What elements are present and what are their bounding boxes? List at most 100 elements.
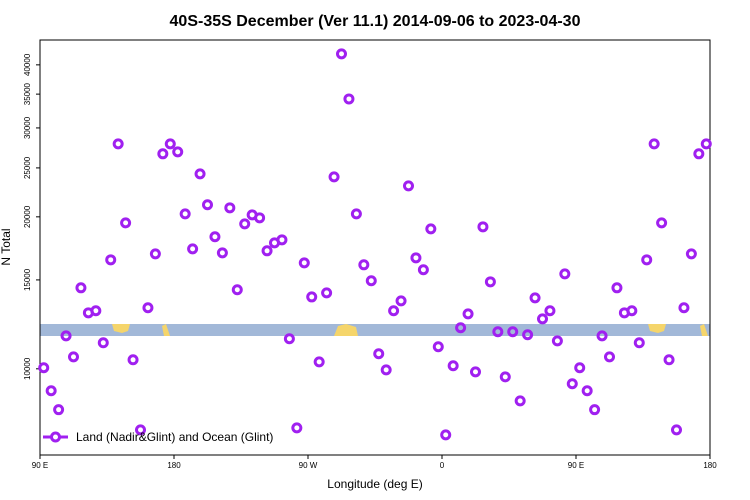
y-tick-label: 25000 — [23, 156, 32, 179]
land-ocean-strip — [40, 324, 710, 336]
data-point — [231, 284, 243, 296]
y-tick-label: 35000 — [23, 82, 32, 105]
land-shape — [648, 324, 666, 333]
data-point — [626, 305, 638, 317]
data-point — [75, 282, 87, 294]
data-point — [544, 305, 556, 317]
data-point — [53, 404, 65, 416]
chart-title: 40S-35S December (Ver 11.1) 2014-09-06 t… — [170, 13, 581, 30]
data-point — [596, 330, 608, 342]
data-point — [321, 287, 333, 299]
y-tick-label: 40000 — [23, 53, 32, 76]
data-point — [678, 302, 690, 314]
data-point — [283, 333, 295, 345]
x-axis-label: Longitude (deg E) — [327, 477, 422, 491]
land-shape — [334, 324, 358, 336]
data-point — [403, 180, 414, 192]
data-point — [239, 218, 251, 230]
data-point — [484, 276, 496, 288]
land-shape — [162, 324, 170, 336]
x-tick-label: 180 — [167, 461, 181, 470]
data-point — [589, 404, 601, 416]
data-point — [417, 264, 429, 276]
legend-marker — [50, 431, 61, 443]
y-tick-label: 20000 — [23, 205, 32, 228]
data-point — [432, 341, 444, 353]
data-point — [276, 234, 288, 246]
y-tick-label: 10000 — [23, 357, 32, 380]
data-point — [388, 305, 400, 317]
data-point — [551, 335, 563, 347]
data-point — [202, 199, 213, 211]
data-point — [559, 268, 571, 280]
data-point — [187, 243, 199, 255]
data-point — [172, 146, 184, 158]
x-tick-label: 90 E — [568, 461, 584, 470]
data-point — [365, 275, 377, 287]
data-point — [507, 326, 519, 338]
data-point — [522, 329, 534, 341]
data-point — [693, 148, 705, 160]
data-point — [373, 348, 385, 360]
data-point — [164, 138, 176, 150]
data-point — [663, 354, 675, 366]
data-point — [216, 247, 228, 259]
data-point — [425, 223, 437, 235]
data-point — [135, 424, 146, 436]
data-point — [68, 351, 79, 363]
data-point — [462, 308, 474, 320]
data-point — [455, 322, 467, 334]
data-point — [633, 337, 645, 349]
data-point — [611, 282, 623, 294]
x-tick-label: 90 E — [32, 461, 48, 470]
x-tick-label: 180 — [703, 461, 717, 470]
data-point — [477, 221, 489, 233]
data-point — [261, 245, 273, 257]
data-point — [671, 424, 682, 436]
land-shape — [700, 324, 708, 336]
y-tick-label: 30000 — [23, 116, 32, 139]
data-point — [604, 351, 615, 363]
data-point — [700, 138, 712, 150]
data-point — [328, 171, 340, 183]
data-point — [224, 202, 236, 214]
plot-frame — [39, 39, 711, 456]
data-point — [447, 360, 459, 372]
data-point — [358, 259, 370, 271]
ocean-band — [40, 324, 710, 336]
data-point — [641, 254, 653, 266]
data-point — [127, 354, 139, 366]
x-tick-label: 90 W — [299, 461, 318, 470]
data-point — [149, 248, 161, 260]
data-point — [97, 337, 109, 349]
data-point — [574, 362, 586, 374]
y-axis-label: N Total — [0, 228, 13, 265]
data-point — [306, 291, 318, 303]
data-point — [336, 48, 347, 60]
data-point — [45, 385, 57, 397]
legend-label: Land (Nadir&Glint) and Ocean (Glint) — [76, 430, 273, 444]
data-point — [656, 217, 668, 229]
data-point — [648, 138, 660, 150]
data-point — [298, 257, 310, 269]
data-point — [470, 366, 481, 378]
data-point — [120, 217, 132, 229]
data-point — [380, 364, 392, 376]
land-shape — [112, 324, 130, 333]
data-point — [157, 148, 169, 160]
data-point — [254, 212, 266, 224]
data-point — [313, 356, 325, 368]
data-point — [514, 395, 526, 407]
data-point — [179, 208, 191, 220]
data-point — [38, 362, 50, 374]
data-point — [685, 248, 697, 260]
data-point — [112, 138, 124, 150]
data-point — [410, 252, 422, 264]
data-point — [105, 254, 117, 266]
data-point — [291, 422, 303, 434]
x-tick-label: 0 — [440, 461, 445, 470]
data-point — [440, 429, 452, 441]
